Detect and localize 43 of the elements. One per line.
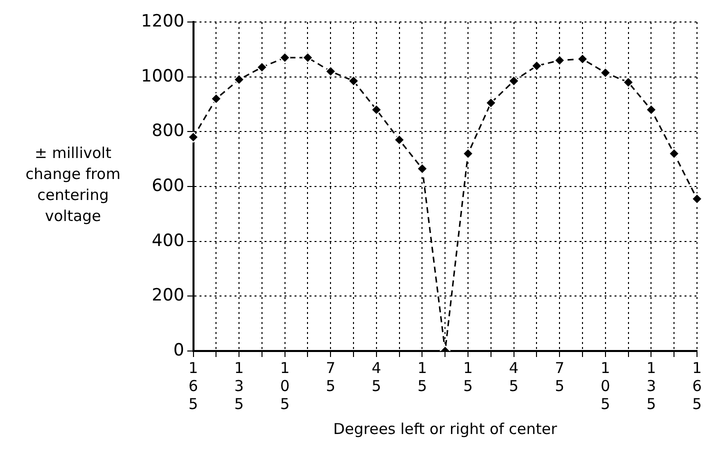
point [348,75,360,86]
x-tick-label: 75 [554,358,564,395]
point [234,74,245,86]
point [256,62,268,73]
y-tick-label: 800 [152,121,184,142]
x-tick-label: 45 [509,358,519,395]
point [485,97,496,108]
point [531,60,542,72]
x-tick-label: 135 [646,358,656,413]
x-axis-title: Degrees left or right of center [333,420,558,438]
point [210,93,222,104]
point [622,76,634,88]
x-tick-label: 15 [463,358,473,395]
point [577,54,588,65]
y-tick-label: 400 [152,230,184,251]
point [279,52,290,64]
point [302,52,314,64]
x-tick-label: 105 [280,358,290,413]
x-tick-label: 105 [600,358,610,413]
x-tick-label: 165 [692,358,702,413]
point [462,148,474,160]
point [600,67,611,78]
y-tick-label: 0 [173,340,184,360]
point [325,66,336,77]
point [554,54,566,66]
y-tick-label: 600 [152,176,184,196]
x-tick-label: 75 [326,358,336,395]
point [646,104,657,116]
point [416,163,428,174]
x-tick-label: 15 [417,358,428,395]
point [668,148,680,160]
x-tick-label: 165 [188,358,198,413]
point [188,132,199,143]
x-tick-label: 135 [234,358,244,413]
point [508,75,520,86]
y-tick-label: 1000 [141,66,184,86]
point [692,193,702,204]
y-tick-label: 1200 [141,11,184,32]
y-axis-title: ± millivolt change from centering voltage [24,143,122,227]
x-tick-label: 45 [372,358,382,395]
y-tick-label: 200 [152,286,184,306]
point [394,134,405,146]
point [370,104,382,116]
